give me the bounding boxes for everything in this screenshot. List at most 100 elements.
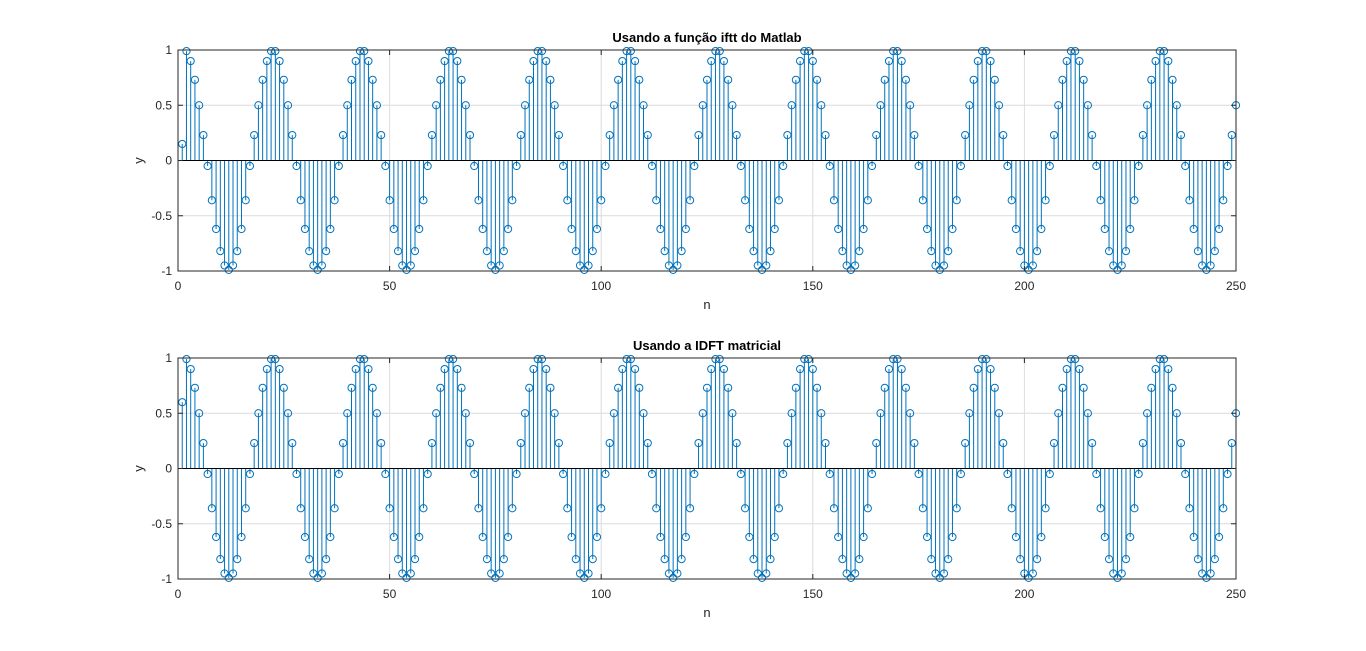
stem-marker xyxy=(529,364,538,374)
stem-marker xyxy=(1037,532,1046,542)
stem-marker xyxy=(906,409,915,418)
stem-marker xyxy=(863,504,872,513)
stem-marker xyxy=(774,196,784,205)
y-tick-label: -1 xyxy=(161,572,172,586)
subplot-top: 0 50 100 150 200 250 -1 -0.5 0 0.5 1 Usando a funç… xyxy=(131,30,1246,312)
stem-marker xyxy=(1007,504,1016,513)
stem-marker xyxy=(1024,265,1033,274)
stem-marker xyxy=(961,438,970,448)
stem-marker xyxy=(1159,47,1169,56)
stem-marker xyxy=(880,383,889,392)
stem-marker xyxy=(254,409,263,418)
stem-marker xyxy=(584,569,593,578)
stem-marker xyxy=(470,161,479,171)
stem-marker xyxy=(1176,438,1186,448)
stem-marker xyxy=(999,130,1008,140)
stem-marker xyxy=(250,438,259,448)
stem-marker xyxy=(1066,47,1076,56)
stem-marker xyxy=(1223,161,1232,171)
stem-marker xyxy=(1193,247,1203,256)
stem-marker xyxy=(402,265,411,274)
stem-marker xyxy=(681,224,690,234)
stem-marker xyxy=(851,261,860,270)
stems-top xyxy=(178,47,1241,274)
stem-marker xyxy=(207,196,216,205)
stem-marker xyxy=(317,261,326,270)
stem-marker xyxy=(1104,555,1114,564)
y-tick-label: -1 xyxy=(161,264,172,278)
stem-marker xyxy=(461,409,470,418)
stem-marker xyxy=(762,569,771,578)
stem-marker xyxy=(796,56,805,66)
stem-marker xyxy=(347,75,356,84)
stem-marker xyxy=(309,261,318,270)
stem-marker xyxy=(440,364,449,374)
stem-marker xyxy=(893,47,902,56)
stem-marker xyxy=(935,573,944,582)
stem-marker xyxy=(753,261,762,270)
stem-marker xyxy=(1117,569,1126,578)
stem-marker xyxy=(495,261,504,270)
stem-marker xyxy=(1159,355,1169,364)
stem-marker xyxy=(715,355,724,364)
stem-marker xyxy=(478,532,487,542)
stem-marker xyxy=(525,75,534,84)
stem-marker xyxy=(1113,573,1122,582)
stem-marker xyxy=(381,469,390,479)
stem-marker xyxy=(389,532,398,542)
stem-marker xyxy=(245,469,255,479)
stem-marker xyxy=(343,101,352,110)
stem-marker xyxy=(1096,504,1105,513)
subplot-bottom: 0 50 100 150 200 250 -1 -0.5 0 0.5 1 Usando a IDFT… xyxy=(131,338,1246,620)
x-axis-label-top: n xyxy=(703,297,710,312)
stem-marker xyxy=(267,47,276,56)
stem-marker xyxy=(305,247,314,256)
stem-marker xyxy=(842,569,851,578)
stem-marker xyxy=(1058,383,1067,392)
x-tick-label: 200 xyxy=(1014,279,1034,293)
stem-marker xyxy=(884,364,894,374)
stem-marker xyxy=(914,469,923,479)
stem-marker xyxy=(220,569,229,578)
stem-marker xyxy=(1016,555,1025,564)
stem-marker xyxy=(855,247,864,256)
stem-marker xyxy=(461,101,470,110)
stem-marker xyxy=(559,469,568,479)
stem-marker xyxy=(783,438,792,448)
stem-marker xyxy=(965,101,974,110)
stem-marker xyxy=(956,161,966,171)
stem-marker xyxy=(322,247,331,256)
stem-marker xyxy=(1028,569,1037,578)
stem-marker xyxy=(533,355,542,364)
stem-marker xyxy=(592,532,602,542)
stem-marker xyxy=(398,569,407,578)
stem-marker xyxy=(1011,532,1021,542)
stem-marker xyxy=(779,161,788,171)
stem-marker xyxy=(313,573,322,582)
stem-marker xyxy=(499,247,508,256)
stem-marker xyxy=(740,196,750,205)
stem-marker xyxy=(838,247,847,256)
stem-marker xyxy=(457,75,466,84)
stem-marker xyxy=(186,364,195,374)
stem-marker xyxy=(618,56,627,66)
stem-marker xyxy=(897,364,906,374)
stem-marker xyxy=(292,469,301,479)
stem-marker xyxy=(525,383,534,392)
stem-marker xyxy=(237,532,246,542)
stem-marker xyxy=(279,75,288,84)
y-tick-label: -0.5 xyxy=(151,209,172,223)
stem-marker xyxy=(1143,101,1152,110)
stem-marker xyxy=(876,101,885,110)
stem-marker xyxy=(1071,355,1080,364)
stem-marker xyxy=(736,161,745,171)
stem-marker xyxy=(292,161,301,171)
stem-marker xyxy=(423,161,432,171)
stem-marker xyxy=(927,247,936,256)
stem-marker xyxy=(1054,101,1063,110)
stem-marker xyxy=(732,438,741,448)
stem-marker xyxy=(211,224,221,234)
stem-marker xyxy=(982,355,991,364)
stem-marker xyxy=(487,261,496,270)
stem-marker xyxy=(677,247,686,256)
